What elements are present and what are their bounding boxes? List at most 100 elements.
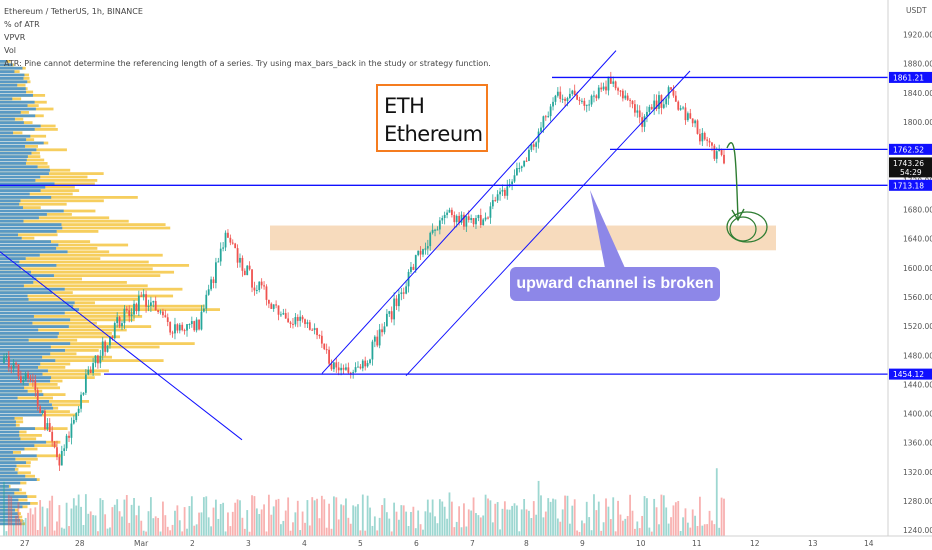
volume-bar [19,520,22,536]
vpvr-bar-buy [0,100,35,104]
x-tick-label: Mar [134,539,149,548]
volume-bar [460,527,463,536]
vpvr-bar-buy [0,515,19,519]
y-tick-label: 1640.00 [903,235,932,244]
volume-bar [585,501,588,536]
volume-bar [335,497,338,536]
x-tick-label: 8 [524,539,529,548]
vpvr-bar-sell [0,277,82,281]
candle-body [631,100,634,105]
candle-body [581,100,583,102]
candle-body [679,108,682,110]
candle-body [530,144,533,150]
volume-bar [516,505,518,536]
candle-body [511,181,513,185]
volume-bar [357,504,359,536]
candle-body [70,423,73,438]
volume-bar [193,525,196,536]
candle-body [715,151,718,159]
candle-body [207,289,210,295]
candle-body [506,186,509,196]
volume-bar [359,530,362,536]
vpvr-bar-buy [0,284,24,288]
candle-body [53,441,56,448]
volume-bar [593,494,595,536]
candle-body [125,308,128,311]
candle-body [248,265,251,270]
vpvr-bar-buy [0,70,15,73]
price-tag-label: 1861.21 [893,73,924,82]
candle-body [318,335,321,337]
volume-bar [554,499,557,536]
vpvr-bar-buy [0,318,71,322]
candle-body [465,216,468,227]
volume-bar [624,518,627,536]
candle-body [224,232,227,248]
candle-body [662,104,665,108]
vpvr-bar-buy [0,111,21,114]
vpvr-bar-sell [0,345,160,349]
vpvr-bar-buy [0,338,29,342]
candle-body [559,91,562,99]
volume-bar [525,509,528,536]
candle-body [241,257,244,271]
projection-arrow [726,142,739,219]
candle-body [176,324,179,331]
y-tick-label: 1520.00 [903,322,932,331]
vpvr-bar-buy [0,304,74,308]
candle-body [63,448,66,452]
candle-body [229,237,232,243]
candle-body [162,311,164,316]
candle-body [443,214,446,218]
volume-bar [417,510,420,536]
vpvr-bar-buy [0,427,35,430]
candle-body [441,217,444,221]
vpvr-bar-buy [0,403,52,407]
candle-body [267,299,270,304]
vpvr-bar-buy [0,423,16,427]
vpvr-bar-sell [0,369,109,373]
volume-bar [24,517,27,536]
volume-bar [280,524,282,536]
volume-bar [629,494,631,536]
vpvr-bar-sell [0,267,153,271]
vpvr-bar-sell [0,434,42,437]
volume-bar [588,517,591,536]
volume-bar [104,514,107,536]
candle-body [595,95,598,99]
vpvr-bar-buy [0,447,25,451]
vpvr-bar-sell [0,257,101,260]
volume-bar [450,501,453,536]
candle-body [217,261,220,263]
candle-body [36,390,39,407]
volume-bar [169,530,172,536]
volume-bar [159,531,162,536]
legend-indicator-vpvr: VPVR [4,33,26,42]
volume-bar [720,497,723,536]
vpvr-bar-buy [0,332,59,335]
descending-trend-line [0,251,243,441]
volume-bar [564,495,566,536]
volume-bar [212,507,215,536]
candle-body [703,132,706,140]
candle-body [378,329,381,346]
volume-bar [600,530,603,536]
vpvr-bar-buy [0,274,54,277]
volume-bar [431,499,434,536]
candle-body [410,266,412,272]
price-tag-bg [889,143,932,155]
volume-bar [686,522,689,536]
vpvr-bar-buy [0,151,32,155]
candle-body [58,457,61,466]
vpvr-bar-buy [0,471,18,475]
title-box-line2: Ethereum [384,122,483,146]
candle-body [260,281,263,286]
vpvr-bar-sell [0,196,138,199]
volume-bar [607,506,610,536]
candle-body [215,262,217,284]
vpvr-bar-buy [0,192,30,196]
volume-bar [53,530,56,536]
x-tick-label: 7 [470,539,475,548]
candle-body [29,378,32,380]
